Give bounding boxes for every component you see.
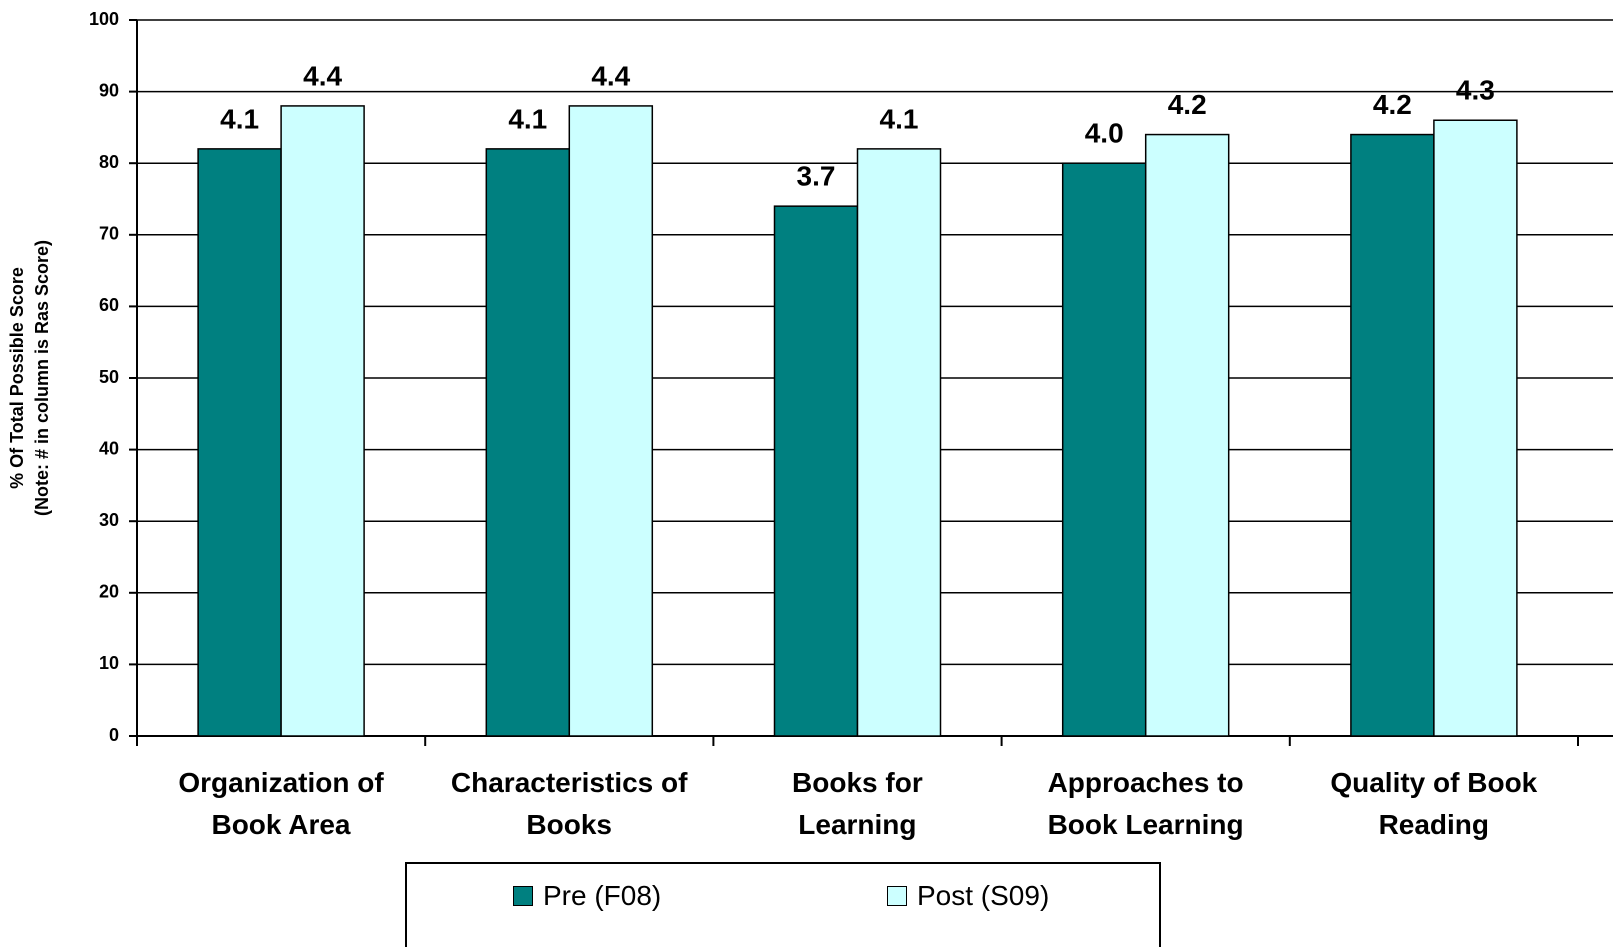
legend: Pre (F08) Post (S09) <box>405 862 1161 947</box>
value-label: 4.1 <box>508 103 547 134</box>
x-tick-label: Characteristics of Books <box>450 767 688 840</box>
value-label: 3.7 <box>797 161 836 192</box>
y-tick-label: 50 <box>99 367 119 387</box>
bar <box>1433 119 1518 737</box>
x-tick-label: Quality of Book Reading <box>1330 767 1538 840</box>
legend-entry: Post (S09) <box>887 880 1049 912</box>
y-tick-label: 40 <box>99 438 119 458</box>
bar <box>197 148 282 737</box>
value-label: 4.2 <box>1373 89 1412 120</box>
value-label: 4.0 <box>1085 118 1124 149</box>
y-tick-label: 100 <box>89 9 119 29</box>
bar <box>568 105 654 737</box>
y-tick-label: 90 <box>99 80 119 100</box>
bar <box>485 148 571 737</box>
y-tick-label: 0 <box>109 725 119 745</box>
legend-entry: Pre (F08) <box>513 880 661 912</box>
value-label: 4.2 <box>1168 89 1207 120</box>
value-label: 4.1 <box>220 103 259 134</box>
x-tick-label: Organization of Book Area <box>178 767 384 840</box>
y-tick-label: 20 <box>99 582 119 602</box>
y-tick-label: 60 <box>99 295 119 315</box>
value-label: 4.1 <box>880 103 919 134</box>
bar <box>280 105 365 737</box>
y-axis-title: % Of Total Possible Score (Note: # in co… <box>7 239 52 517</box>
legend-label: Post (S09) <box>917 880 1050 911</box>
bar <box>1061 162 1147 737</box>
bar <box>773 205 859 737</box>
legend-swatch <box>513 886 533 906</box>
value-label: 4.3 <box>1456 75 1495 106</box>
bar <box>1144 133 1230 737</box>
y-tick-label: 80 <box>99 152 119 172</box>
y-tick-label: 70 <box>99 224 119 244</box>
y-tick-label: 30 <box>99 510 119 530</box>
legend-label: Pre (F08) <box>543 880 662 911</box>
x-tick-label: Approaches to Book Learning <box>1047 767 1244 840</box>
bar <box>1350 133 1435 737</box>
bar <box>856 148 942 737</box>
legend-swatch <box>887 886 907 906</box>
value-label: 4.4 <box>591 60 630 91</box>
y-tick-label: 10 <box>99 653 119 673</box>
value-label: 4.4 <box>303 60 342 91</box>
x-tick-label: Books for Learning <box>792 767 923 840</box>
